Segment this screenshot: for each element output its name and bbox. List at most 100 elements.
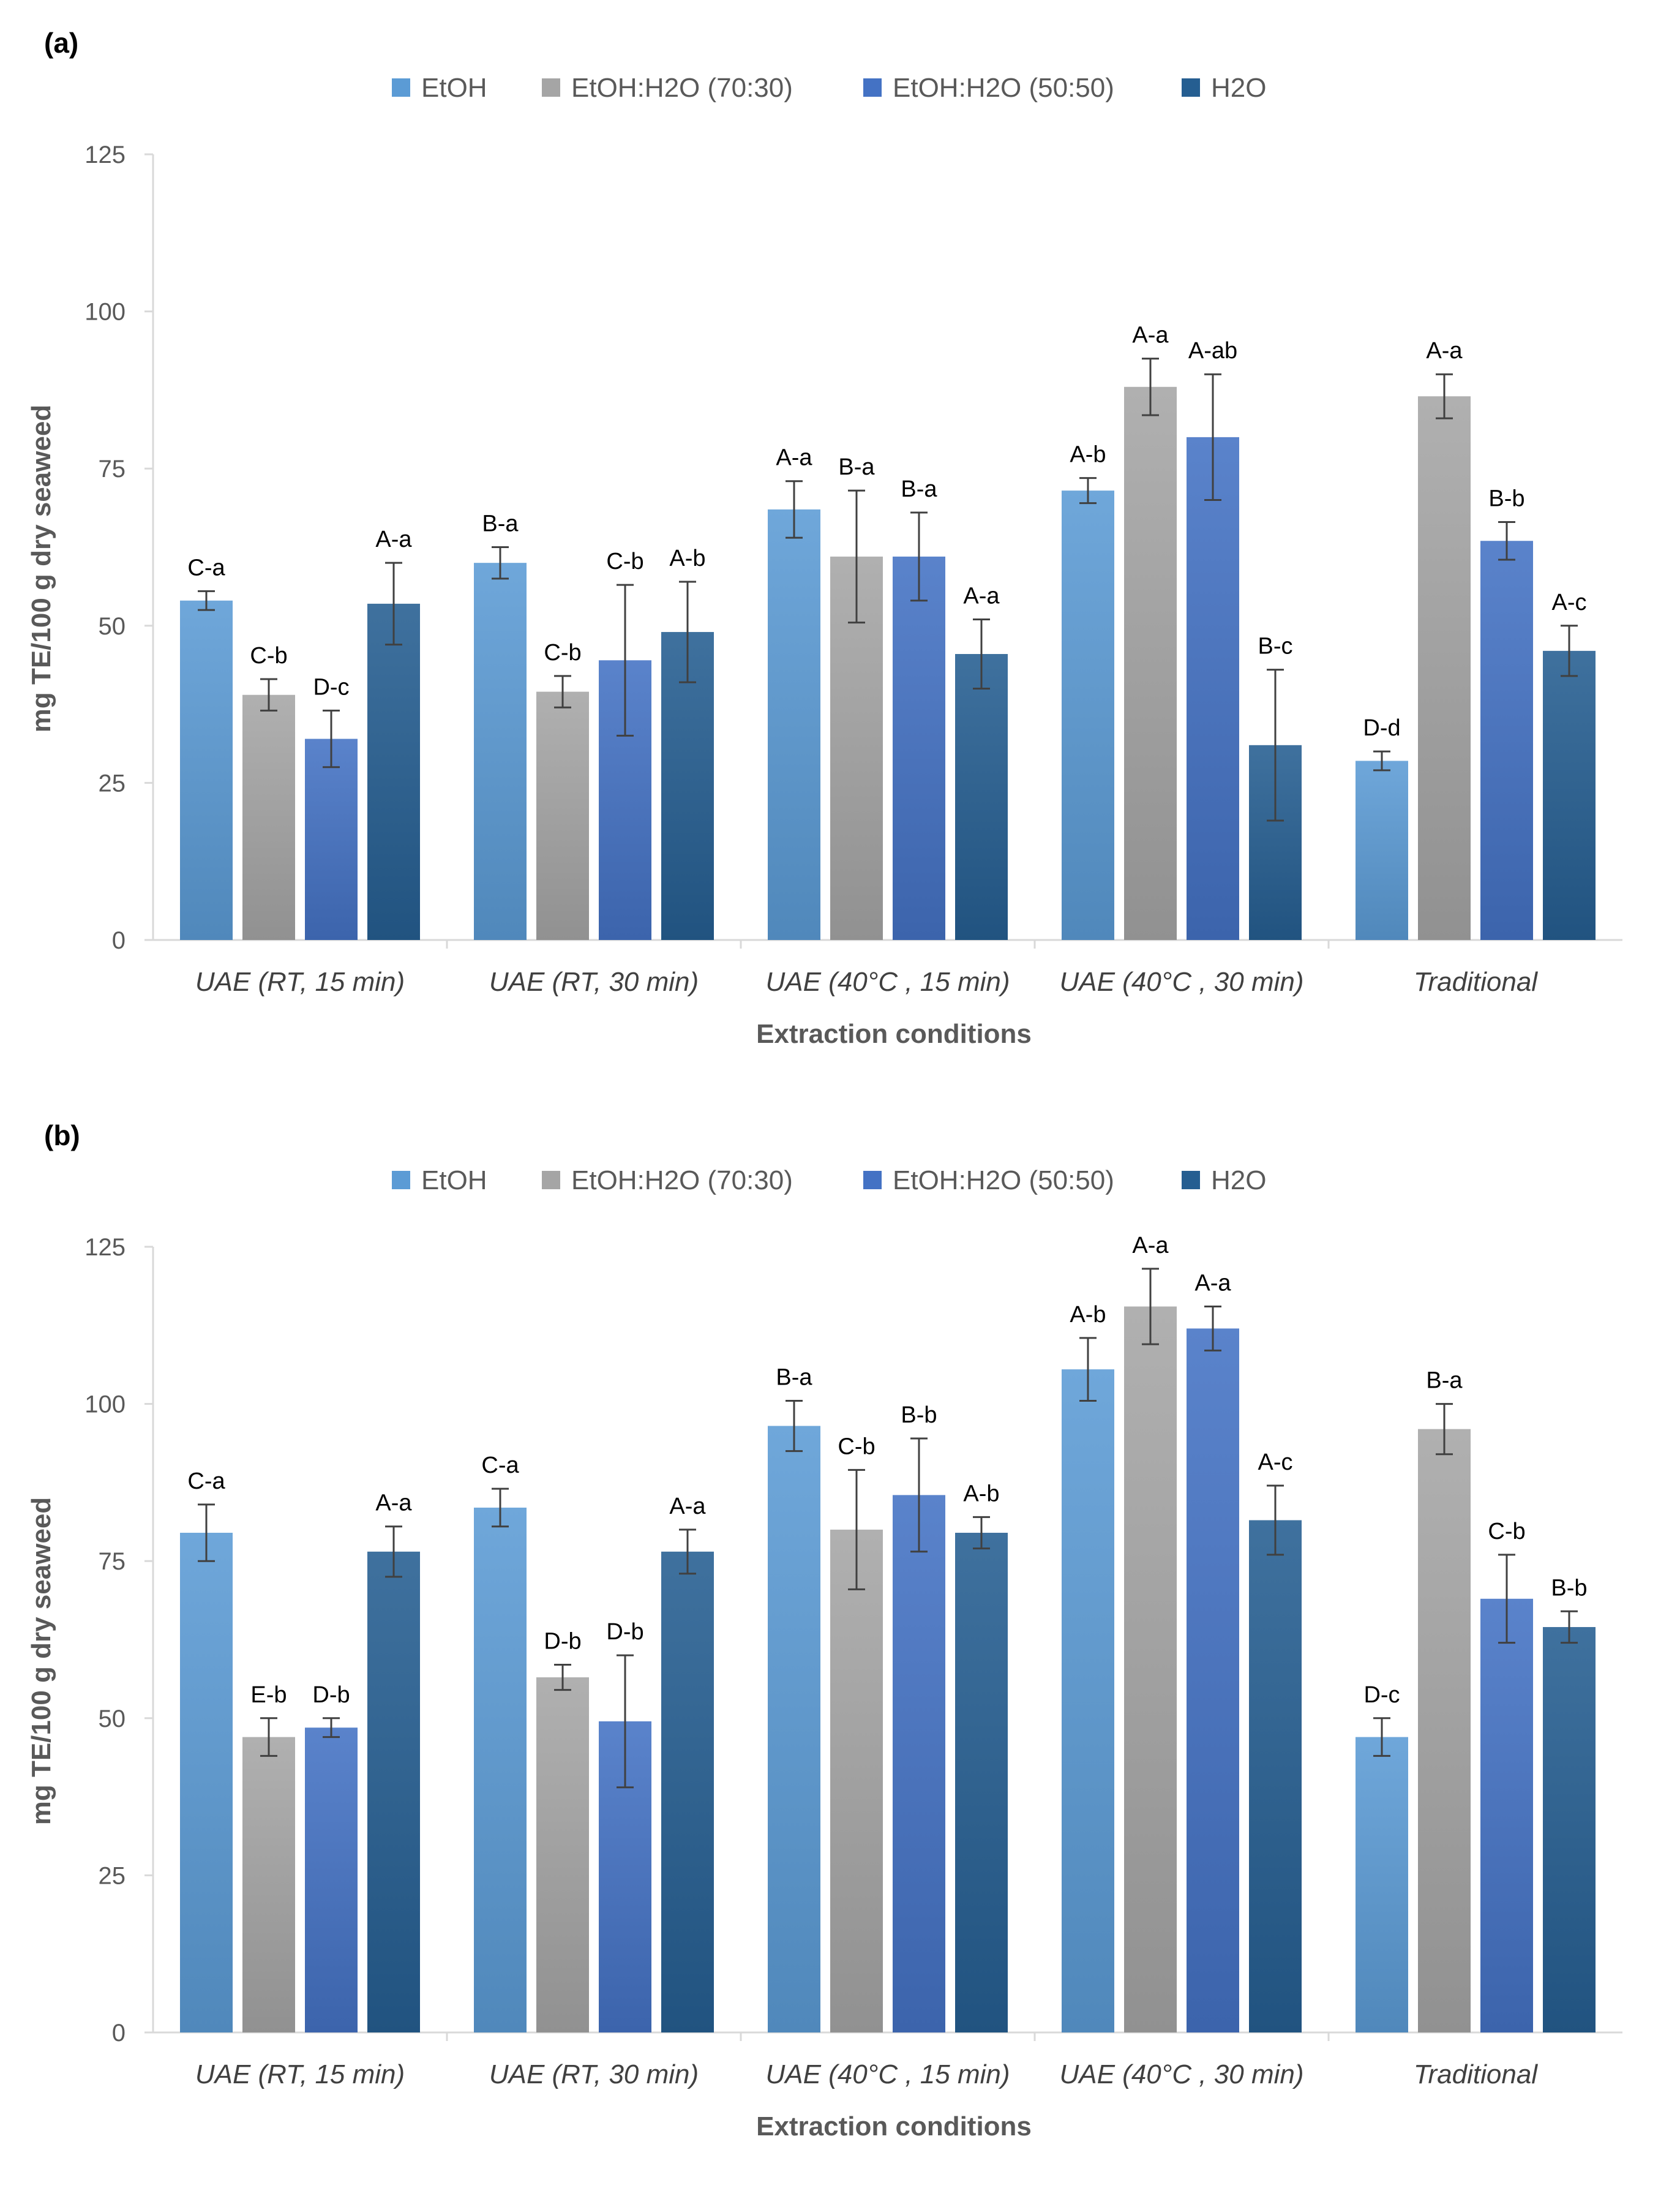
bar <box>242 1737 295 2032</box>
chart-panel-b: (b) EtOH EtOH:H2O (70:30) EtOH:H2O (50:50) H… <box>0 1092 1680 2185</box>
y-tick-label: 25 <box>99 1862 126 1889</box>
data-label: D-b <box>312 1682 350 1708</box>
data-label: B-a <box>1426 1368 1463 1394</box>
data-label: A-a <box>375 1491 412 1516</box>
legend-entry: EtOH:H2O (50:50) <box>893 1165 1114 1195</box>
chart-a-svg: (a) EtOH EtOH:H2O (70:30) EtOH:H2O (50:50) H… <box>26 27 1622 1049</box>
bar <box>242 694 295 940</box>
x-category-label: UAE (40°C , 30 min) <box>1059 967 1303 997</box>
bar <box>367 603 420 940</box>
bar <box>1187 437 1239 940</box>
bar <box>1480 1598 1533 2032</box>
legend-swatch <box>1182 1171 1200 1189</box>
bar <box>305 739 358 940</box>
bar <box>1187 1328 1239 2032</box>
data-label: B-a <box>901 476 937 502</box>
x-category-label: UAE (RT, 15 min) <box>195 967 405 997</box>
bar <box>1356 761 1408 940</box>
x-category-label: UAE (40°C , 30 min) <box>1059 2059 1303 2089</box>
x-category-label: UAE (40°C , 15 min) <box>765 967 1010 997</box>
bar <box>1543 650 1596 940</box>
bar <box>1249 1520 1302 2032</box>
data-label: A-a <box>963 584 1000 609</box>
x-axis-title: Extraction conditions <box>756 2111 1032 2141</box>
y-tick-label: 100 <box>84 299 126 326</box>
y-axis-title: mg TE/100 g dry seaweed <box>26 405 56 733</box>
bar <box>768 1426 820 2032</box>
panel-label: (b) <box>44 1119 80 1151</box>
data-label: A-a <box>776 445 812 471</box>
bar <box>305 1727 358 2032</box>
x-category-label: Traditional <box>1414 2059 1538 2089</box>
data-label: C-b <box>838 1434 875 1459</box>
y-tick-label: 25 <box>99 770 126 797</box>
legend-entry: H2O <box>1211 1165 1266 1195</box>
bar <box>661 1551 714 2032</box>
data-label: B-b <box>1488 486 1524 511</box>
data-label: A-a <box>1132 323 1169 348</box>
y-tick-label: 75 <box>99 1548 126 1575</box>
y-tick-label: 125 <box>84 141 126 168</box>
bar <box>955 653 1008 940</box>
data-label: C-b <box>544 640 581 666</box>
bar <box>1124 386 1177 940</box>
data-label: D-d <box>1363 715 1400 741</box>
data-label: B-b <box>901 1402 937 1428</box>
data-label: A-ab <box>1188 338 1237 364</box>
legend-entry: EtOH:H2O (50:50) <box>893 73 1114 103</box>
data-label: A-a <box>1194 1271 1231 1296</box>
bar <box>893 1495 945 2032</box>
data-label: E-b <box>250 1682 287 1708</box>
data-label: B-a <box>776 1364 812 1390</box>
x-axis-title: Extraction conditions <box>756 1019 1032 1049</box>
legend-swatch <box>542 1171 560 1189</box>
data-label: B-c <box>1258 634 1293 660</box>
bar <box>1480 541 1533 940</box>
bar <box>1418 396 1471 940</box>
y-axis-title: mg TE/100 g dry seaweed <box>26 1497 56 1825</box>
data-label: D-b <box>544 1629 581 1655</box>
data-label: A-b <box>1070 442 1106 468</box>
x-category-label: UAE (40°C , 15 min) <box>765 2059 1010 2089</box>
chart-b-svg: (b) EtOH EtOH:H2O (70:30) EtOH:H2O (50:50) H… <box>26 1119 1622 2141</box>
data-label: C-a <box>187 555 225 581</box>
bar <box>1356 1737 1408 2032</box>
bar <box>367 1551 420 2032</box>
data-label: C-b <box>606 549 643 574</box>
data-label: A-b <box>1070 1302 1106 1328</box>
bar <box>893 556 945 940</box>
bar <box>955 1533 1008 2032</box>
data-label: C-a <box>481 1453 519 1478</box>
legend-swatch <box>863 1171 882 1189</box>
data-label: C-b <box>250 643 287 669</box>
data-label: B-a <box>838 454 875 480</box>
data-label: B-a <box>482 511 519 537</box>
y-tick-label: 50 <box>99 1705 126 1732</box>
y-tick-label: 0 <box>112 2020 126 2047</box>
legend-entry: EtOH <box>421 73 487 103</box>
data-label: A-a <box>1426 338 1463 364</box>
x-category-label: UAE (RT, 30 min) <box>489 967 699 997</box>
bar <box>474 1507 527 2032</box>
bar <box>536 691 589 940</box>
data-label: C-a <box>187 1468 225 1494</box>
data-label: A-a <box>375 527 412 552</box>
legend-swatch <box>542 78 560 97</box>
bar <box>474 563 527 940</box>
bar <box>830 1529 883 2032</box>
bar <box>1062 491 1114 940</box>
bar <box>180 1533 233 2032</box>
legend-swatch <box>392 1171 410 1189</box>
data-label: D-b <box>606 1619 643 1645</box>
bar <box>1543 1626 1596 2032</box>
bar <box>1062 1369 1114 2032</box>
bar <box>180 600 233 940</box>
data-label: A-b <box>669 546 705 571</box>
bar <box>768 509 820 940</box>
bar <box>536 1677 589 2032</box>
chart-panel-a: (a) EtOH EtOH:H2O (70:30) EtOH:H2O (50:50) H… <box>0 0 1680 1092</box>
legend-swatch <box>863 78 882 97</box>
bar <box>1418 1429 1471 2032</box>
bar <box>1124 1306 1177 2032</box>
data-label: A-a <box>669 1494 706 1519</box>
